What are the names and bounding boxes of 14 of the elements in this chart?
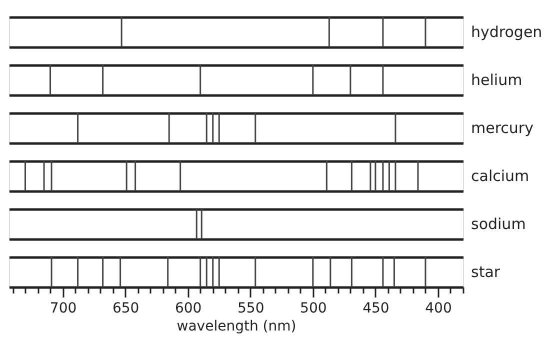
text: hydrogen	[471, 23, 542, 41]
text: sodium	[471, 215, 526, 233]
x-axis-title: wavelength (nm)	[176, 318, 296, 334]
x-tick-label: 500	[300, 300, 327, 316]
text: star	[471, 263, 501, 281]
x-tick-label: 550	[238, 300, 264, 316]
text: helium	[471, 71, 522, 89]
x-tick-label: 700	[50, 300, 77, 316]
x-tick-label: 600	[174, 300, 202, 316]
text: calcium	[471, 167, 530, 185]
text: mercury	[471, 119, 534, 137]
x-tick-label: 450	[362, 300, 390, 316]
x-tick-label: 650	[112, 300, 140, 316]
x-tick-label: 400	[425, 300, 452, 316]
